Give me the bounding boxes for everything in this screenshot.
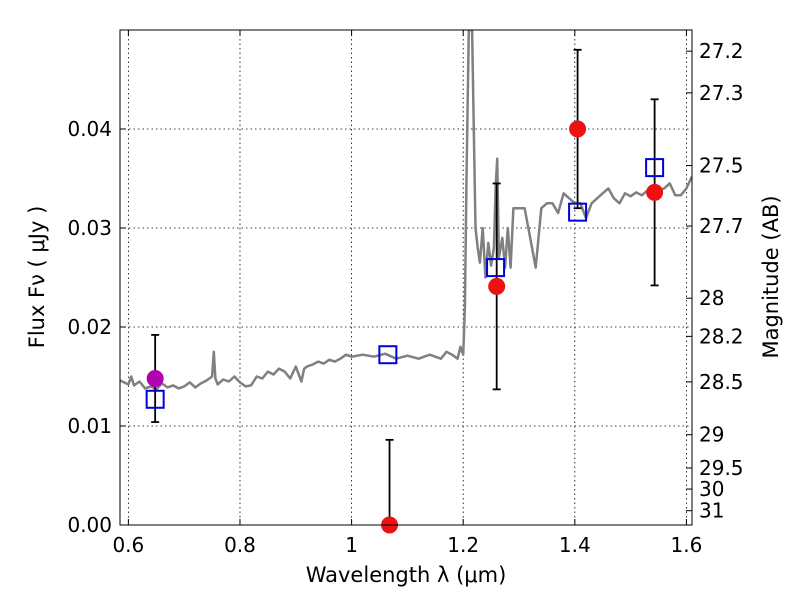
right-tick-label: 27.7 bbox=[699, 214, 744, 238]
x-tick-label: 0.6 bbox=[112, 533, 144, 557]
right-tick-label: 27.3 bbox=[699, 81, 744, 105]
flux-point bbox=[569, 120, 587, 138]
y-tick-label: 0.01 bbox=[67, 414, 112, 438]
error-bars bbox=[151, 48, 659, 525]
y-tick-label: 0.02 bbox=[67, 315, 112, 339]
x-tick-label: 0.8 bbox=[224, 533, 256, 557]
right-tick-label: 27.5 bbox=[699, 154, 744, 178]
right-tick-label: 28.5 bbox=[699, 370, 744, 394]
right-tick-label: 27.2 bbox=[699, 39, 744, 63]
y-axis-label: Flux Fν ( μJy ) bbox=[25, 206, 49, 349]
right-tick-label: 28.2 bbox=[699, 324, 744, 348]
axis-ticks: 0.6 0.8 1 1.2 1.4 1.6 0.00 0.01 0.02 0.03 0.04 27.2… bbox=[67, 30, 744, 557]
model-square bbox=[378, 345, 398, 365]
right-tick-label: 28 bbox=[699, 286, 724, 310]
flux-point bbox=[488, 277, 506, 295]
flux-point bbox=[146, 369, 164, 387]
right-tick-label: 29.5 bbox=[699, 456, 744, 480]
model-square bbox=[486, 258, 506, 278]
y-tick-label: 0.00 bbox=[67, 513, 112, 537]
x-tick-label: 1.4 bbox=[559, 533, 591, 557]
y-tick-label: 0.03 bbox=[67, 216, 112, 240]
flux-point bbox=[646, 183, 664, 201]
x-tick-label: 1 bbox=[345, 533, 358, 557]
right-tick-label: 31 bbox=[699, 499, 724, 523]
x-tick-label: 1.2 bbox=[447, 533, 479, 557]
right-axis-label: Magnitude (AB) bbox=[759, 195, 783, 358]
grid-lines bbox=[120, 30, 692, 525]
y-tick-label: 0.04 bbox=[67, 117, 112, 141]
model-square bbox=[645, 158, 665, 178]
plot-area bbox=[120, 30, 692, 391]
spectrum-line bbox=[120, 30, 692, 391]
model-square bbox=[568, 202, 588, 222]
right-tick-label: 29 bbox=[699, 423, 724, 447]
x-axis-label: Wavelength λ (μm) bbox=[306, 563, 507, 587]
plot-frame bbox=[119, 29, 693, 526]
x-tick-label: 1.6 bbox=[671, 533, 703, 557]
right-tick-label: 30 bbox=[699, 477, 724, 501]
model-square bbox=[145, 389, 165, 409]
